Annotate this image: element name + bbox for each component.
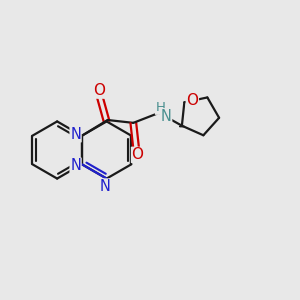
Text: N: N (100, 179, 111, 194)
Text: H: H (155, 101, 165, 114)
Text: N: N (70, 127, 81, 142)
Text: N: N (161, 109, 172, 124)
Text: O: O (94, 83, 106, 98)
Text: O: O (132, 147, 144, 162)
Text: N: N (70, 158, 81, 173)
Text: O: O (186, 93, 198, 108)
